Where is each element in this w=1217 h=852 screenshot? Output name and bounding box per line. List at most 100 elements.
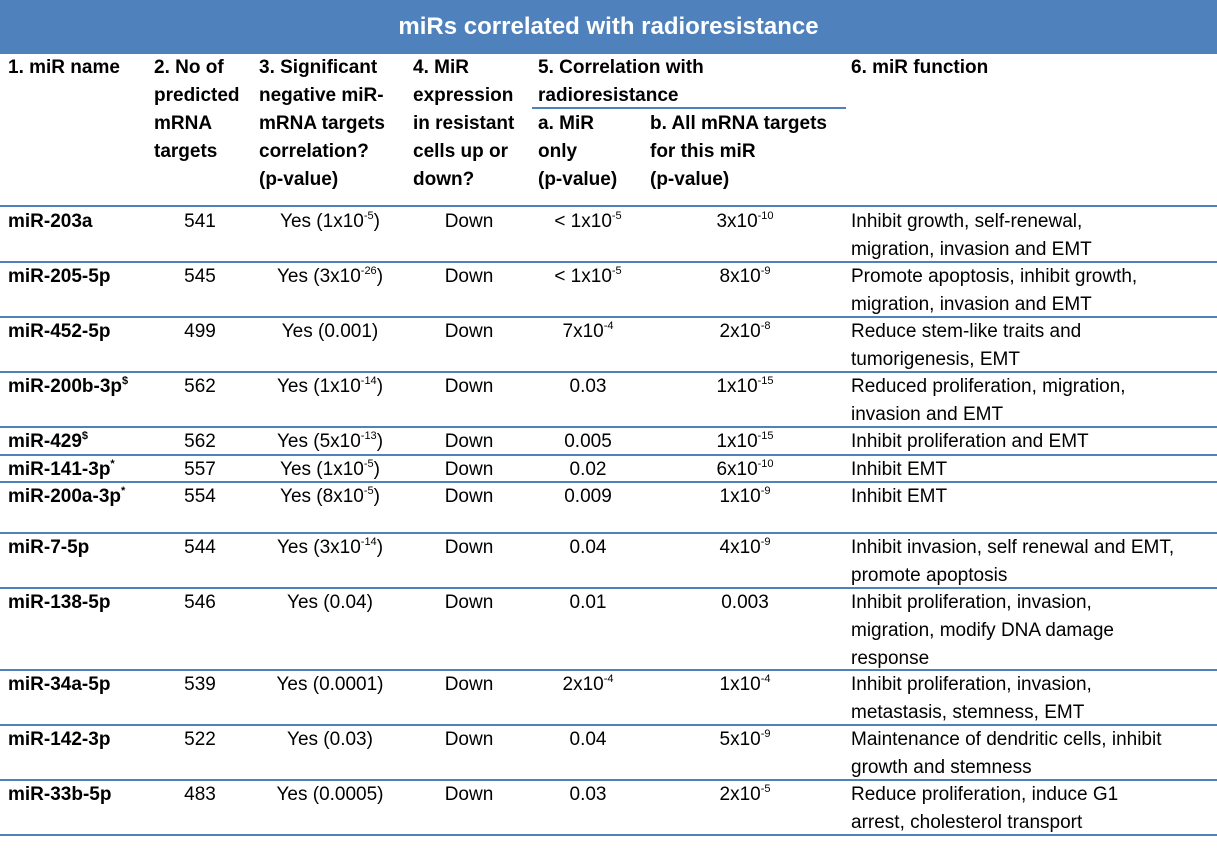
mir-function-cell: Inhibit proliferation and EMT <box>851 431 1089 452</box>
row-divider <box>0 532 1217 534</box>
row-divider <box>0 724 1217 726</box>
mir-function-cell: Reduce stem-like traits and tumorigenesis… <box>851 321 1082 370</box>
mir-name-cell: miR-138-5p <box>8 592 111 613</box>
mir-only-pvalue-cell: 0.04 <box>569 537 607 558</box>
mir-only-pvalue-cell: 0.009 <box>564 486 612 507</box>
expression-direction-cell: Down <box>444 537 494 558</box>
all-targets-pvalue-cell: 1x10-4 <box>719 673 771 696</box>
expression-direction-cell: Down <box>444 459 494 480</box>
correlation-cell: Yes (8x10-5) <box>280 485 380 508</box>
mir-name-cell: miR-200b-3p$ <box>8 375 129 398</box>
header-expression-direction: 4. MiR expression in resistant cells up or d… <box>413 57 515 190</box>
correlation-cell: Yes (3x10-26) <box>276 265 384 288</box>
mir-only-pvalue-cell: < 1x10-5 <box>554 210 622 233</box>
expression-direction-cell: Down <box>444 674 494 695</box>
mir-function-cell: Promote apoptosis, inhibit growth, migrat… <box>851 266 1138 315</box>
row-divider <box>0 779 1217 781</box>
correlation-cell: Yes (0.0005) <box>276 784 384 805</box>
all-targets-pvalue-cell: 1x10-15 <box>716 430 774 453</box>
row-divider <box>0 371 1217 373</box>
mir-function-cell: Inhibit EMT <box>851 459 948 480</box>
row-divider <box>0 834 1217 836</box>
mir-only-pvalue-cell: 7x10-4 <box>562 320 614 343</box>
predicted-targets-cell: 499 <box>184 321 216 342</box>
correlation-cell: Yes (5x10-13) <box>276 430 384 453</box>
row-divider <box>0 316 1217 318</box>
expression-direction-cell: Down <box>444 592 494 613</box>
mir-function-cell: Maintenance of dendritic cells, inhibit g… <box>851 729 1162 778</box>
expression-direction-cell: Down <box>444 431 494 452</box>
mir-function-cell: Inhibit growth, self-renewal, migration, … <box>851 211 1092 260</box>
all-targets-pvalue-cell: 2x10-8 <box>719 320 771 343</box>
mir-name-cell: miR-141-3p* <box>8 458 115 481</box>
mir-only-pvalue-cell: < 1x10-5 <box>554 265 622 288</box>
mir-name-cell: miR-205-5p <box>8 266 111 287</box>
row-divider <box>0 261 1217 263</box>
mir-name-cell: miR-34a-5p <box>8 674 111 695</box>
mir-name-cell: miR-429$ <box>8 430 89 453</box>
predicted-targets-cell: 562 <box>184 376 216 397</box>
expression-direction-cell: Down <box>444 376 494 397</box>
all-targets-pvalue-cell: 5x10-9 <box>719 728 771 751</box>
expression-direction-cell: Down <box>444 729 494 750</box>
predicted-targets-cell: 544 <box>184 537 216 558</box>
predicted-targets-cell: 554 <box>184 486 216 507</box>
expression-direction-cell: Down <box>444 486 494 507</box>
mir-function-cell: Inhibit invasion, self renewal and EMT, p… <box>851 537 1175 586</box>
mir-name-cell: miR-200a-3p* <box>8 485 126 508</box>
header-predicted-targets: 2. No of predicted mRNA targets <box>154 57 240 162</box>
mir-only-pvalue-cell: 0.005 <box>564 431 612 452</box>
mir-name-cell: miR-452-5p <box>8 321 111 342</box>
mir-name-cell: miR-142-3p <box>8 729 111 750</box>
correlation-cell: Yes (1x10-5) <box>280 210 380 233</box>
predicted-targets-cell: 483 <box>184 784 216 805</box>
header-all-targets: b. All mRNA targets for this miR (p-value) <box>650 113 828 190</box>
mir-only-pvalue-cell: 0.03 <box>569 376 607 397</box>
mir-function-cell: Inhibit EMT <box>851 486 948 507</box>
correlation-cell: Yes (3x10-14) <box>276 536 384 559</box>
mir-only-pvalue-cell: 0.03 <box>569 784 607 805</box>
mir-only-pvalue-cell: 0.04 <box>569 729 607 750</box>
all-targets-pvalue-cell: 8x10-9 <box>719 265 771 288</box>
mir-function-cell: Inhibit proliferation, invasion, migratio… <box>851 592 1114 669</box>
row-divider <box>0 205 1217 207</box>
predicted-targets-cell: 539 <box>184 674 216 695</box>
expression-direction-cell: Down <box>444 266 494 287</box>
row-divider <box>0 669 1217 671</box>
mir-name-cell: miR-203a <box>8 211 93 232</box>
correlation-cell: Yes (0.0001) <box>276 674 384 695</box>
correlation-cell: Yes (0.001) <box>281 321 379 342</box>
all-targets-pvalue-cell: 1x10-15 <box>716 375 774 398</box>
header-mir-name: 1. miR name <box>8 57 120 78</box>
header-radioresistance-correlation: 5. Correlation with radioresistance <box>538 57 704 106</box>
row-divider <box>0 481 1217 483</box>
table-title: miRs correlated with radioresistance <box>0 0 1217 54</box>
predicted-targets-cell: 541 <box>184 211 216 232</box>
row-divider <box>0 454 1217 456</box>
mir-function-cell: Reduced proliferation, migration, invasio… <box>851 376 1126 425</box>
predicted-targets-cell: 557 <box>184 459 216 480</box>
header-group-underline <box>532 107 846 109</box>
mir-only-pvalue-cell: 0.01 <box>569 592 607 613</box>
all-targets-pvalue-cell: 2x10-5 <box>719 783 771 806</box>
mir-name-cell: miR-7-5p <box>8 537 90 558</box>
correlation-cell: Yes (1x10-5) <box>280 458 380 481</box>
mir-only-pvalue-cell: 0.02 <box>569 459 607 480</box>
mir-function-cell: Inhibit proliferation, invasion, metastas… <box>851 674 1092 723</box>
correlation-cell: Yes (0.03) <box>287 729 373 750</box>
row-divider <box>0 587 1217 589</box>
expression-direction-cell: Down <box>444 211 494 232</box>
predicted-targets-cell: 522 <box>184 729 216 750</box>
header-mir-function: 6. miR function <box>851 57 989 78</box>
all-targets-pvalue-cell: 1x10-9 <box>719 485 771 508</box>
expression-direction-cell: Down <box>444 784 494 805</box>
header-negative-correlation: 3. Significant negative miR-mRNA targets c… <box>259 57 385 190</box>
predicted-targets-cell: 546 <box>184 592 216 613</box>
correlation-cell: Yes (1x10-14) <box>276 375 384 398</box>
predicted-targets-cell: 562 <box>184 431 216 452</box>
all-targets-pvalue-cell: 0.003 <box>721 592 769 613</box>
mir-name-cell: miR-33b-5p <box>8 784 112 805</box>
mir-only-pvalue-cell: 2x10-4 <box>562 673 614 696</box>
header-mir-only: a. MiR only (p-value) <box>538 113 618 190</box>
all-targets-pvalue-cell: 4x10-9 <box>719 536 771 559</box>
